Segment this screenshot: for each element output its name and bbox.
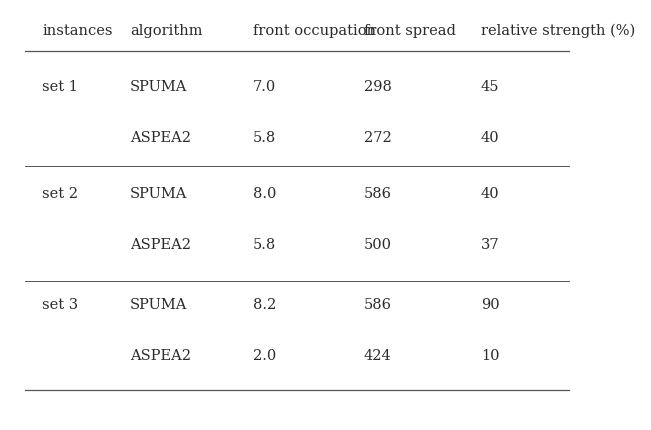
Text: 424: 424: [364, 349, 392, 363]
Text: SPUMA: SPUMA: [130, 80, 187, 94]
Text: 90: 90: [481, 298, 499, 312]
Text: 8.0: 8.0: [253, 187, 276, 201]
Text: set 3: set 3: [42, 298, 79, 312]
Text: 500: 500: [364, 238, 392, 252]
Text: set 2: set 2: [42, 187, 78, 201]
Text: front spread: front spread: [364, 24, 456, 38]
Text: 40: 40: [481, 131, 499, 145]
Text: ASPEA2: ASPEA2: [130, 238, 191, 252]
Text: SPUMA: SPUMA: [130, 298, 187, 312]
Text: 586: 586: [364, 187, 392, 201]
Text: 40: 40: [481, 187, 499, 201]
Text: 45: 45: [481, 80, 499, 94]
Text: 8.2: 8.2: [253, 298, 276, 312]
Text: set 1: set 1: [42, 80, 78, 94]
Text: front occupation: front occupation: [253, 24, 376, 38]
Text: instances: instances: [42, 24, 113, 38]
Text: 5.8: 5.8: [253, 238, 276, 252]
Text: algorithm: algorithm: [130, 24, 202, 38]
Text: 37: 37: [481, 238, 499, 252]
Text: ASPEA2: ASPEA2: [130, 131, 191, 145]
Text: 10: 10: [481, 349, 499, 363]
Text: relative strength (%): relative strength (%): [481, 24, 635, 39]
Text: 298: 298: [364, 80, 392, 94]
Text: 586: 586: [364, 298, 392, 312]
Text: 2.0: 2.0: [253, 349, 276, 363]
Text: ASPEA2: ASPEA2: [130, 349, 191, 363]
Text: SPUMA: SPUMA: [130, 187, 187, 201]
Text: 5.8: 5.8: [253, 131, 276, 145]
Text: 272: 272: [364, 131, 392, 145]
Text: 7.0: 7.0: [253, 80, 276, 94]
